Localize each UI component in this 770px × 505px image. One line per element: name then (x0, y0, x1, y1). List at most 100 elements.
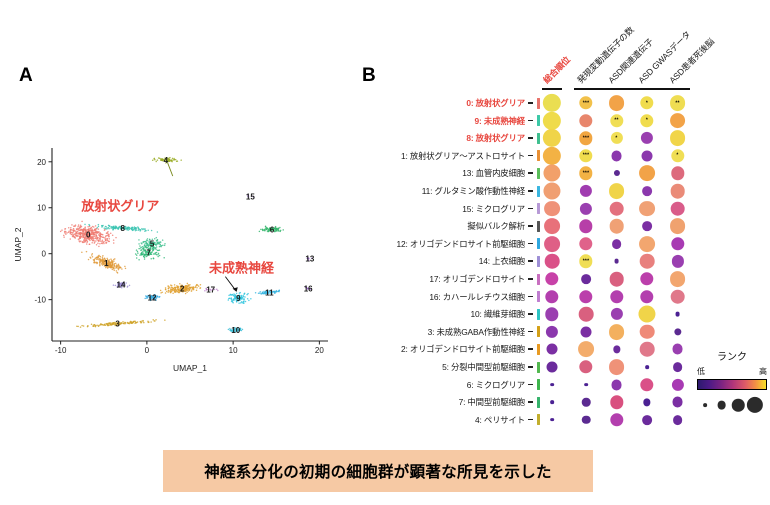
umap-point (94, 225, 97, 227)
umap-point (149, 248, 152, 250)
umap-point (174, 158, 177, 161)
umap-point (233, 298, 235, 301)
umap-point (167, 287, 170, 290)
umap-point (86, 241, 88, 244)
matrix-row-dash-11 (528, 295, 533, 298)
umap-point (130, 321, 133, 323)
matrix-row-label-16: 6: ミクログリア (466, 379, 525, 390)
matrix-dot-r3-c2 (611, 150, 622, 162)
umap-point (184, 289, 186, 291)
umap-point (282, 229, 284, 231)
umap-point (149, 246, 152, 248)
umap-point (175, 291, 177, 293)
umap-point (121, 283, 124, 285)
umap-point (112, 228, 114, 231)
umap-point (268, 230, 270, 232)
umap-point (74, 234, 77, 236)
umap-point (164, 242, 166, 245)
umap-cluster-number-8: 8 (120, 224, 125, 233)
umap-point (168, 286, 171, 288)
matrix-row-color-swatch-7 (537, 220, 540, 232)
umap-point (212, 288, 214, 290)
umap-point (144, 250, 146, 252)
umap-point (157, 254, 159, 256)
umap-point (101, 256, 104, 259)
umap-point (61, 229, 63, 231)
umap-point (108, 233, 110, 236)
umap-point (261, 291, 264, 293)
umap-point (104, 228, 106, 231)
umap-point (136, 250, 139, 253)
umap-point (94, 325, 96, 327)
matrix-row-label-9: 14: 上衣細胞 (478, 256, 525, 267)
matrix-dot-r13-c1 (580, 326, 592, 338)
umap-point (158, 245, 161, 248)
umap-point (135, 249, 138, 251)
umap-point (125, 282, 127, 284)
umap-point (151, 241, 154, 243)
umap-point (164, 287, 167, 289)
umap-point (97, 231, 100, 234)
legend-size-dot-0 (703, 403, 707, 407)
matrix-dot-r0-c0 (542, 93, 562, 113)
umap-point (234, 331, 237, 333)
umap-point (84, 223, 86, 226)
umap-point (161, 158, 163, 161)
umap-point (91, 225, 94, 228)
matrix-row-color-swatch-15 (537, 361, 540, 373)
umap-point (165, 290, 168, 293)
umap-cluster-number-6: 6 (270, 225, 275, 234)
umap-point (110, 258, 112, 260)
umap-point (87, 229, 89, 232)
umap-point (243, 299, 245, 301)
umap-point (173, 288, 175, 290)
umap-point (156, 159, 159, 161)
umap-point (241, 296, 244, 299)
umap-point (88, 238, 90, 240)
umap-point (205, 288, 208, 291)
umap-point (96, 258, 99, 260)
umap-point (153, 241, 155, 244)
umap-point (70, 226, 72, 229)
umap-point (66, 232, 68, 234)
umap-point (165, 159, 168, 161)
umap-point (158, 295, 161, 298)
umap-point (309, 288, 311, 290)
umap-point (180, 284, 183, 287)
umap-point (99, 237, 101, 240)
umap-point (105, 264, 107, 267)
umap-point (190, 290, 193, 292)
umap-point (238, 302, 240, 304)
umap-point (121, 286, 123, 289)
umap-point (238, 298, 240, 300)
umap-point (105, 262, 107, 264)
umap-cluster-number-9: 9 (236, 294, 241, 303)
umap-point (261, 292, 264, 295)
x-axis-title: UMAP_1 (173, 363, 207, 373)
matrix-dot-r10-c2 (609, 271, 624, 287)
umap-point (76, 325, 78, 327)
umap-point (145, 255, 147, 258)
umap-point (140, 254, 143, 256)
umap-point (100, 236, 103, 238)
umap-point (250, 297, 252, 300)
umap-point (132, 229, 135, 231)
umap-point (146, 250, 149, 253)
umap-point (152, 247, 154, 249)
umap-point (156, 238, 159, 241)
umap-point (95, 228, 97, 230)
matrix-row-dash-16 (528, 383, 533, 386)
umap-point (243, 293, 245, 295)
umap-leader-lines (167, 162, 238, 292)
umap-cluster-number-15: 15 (246, 192, 255, 201)
umap-point (119, 225, 122, 228)
matrix-dot-r8-c3 (639, 235, 655, 252)
umap-point (104, 237, 106, 239)
umap-point (92, 234, 94, 236)
umap-point (117, 264, 120, 267)
umap-point (75, 228, 78, 230)
umap-point (265, 290, 268, 293)
umap-point (78, 226, 81, 228)
umap-point (99, 264, 101, 266)
